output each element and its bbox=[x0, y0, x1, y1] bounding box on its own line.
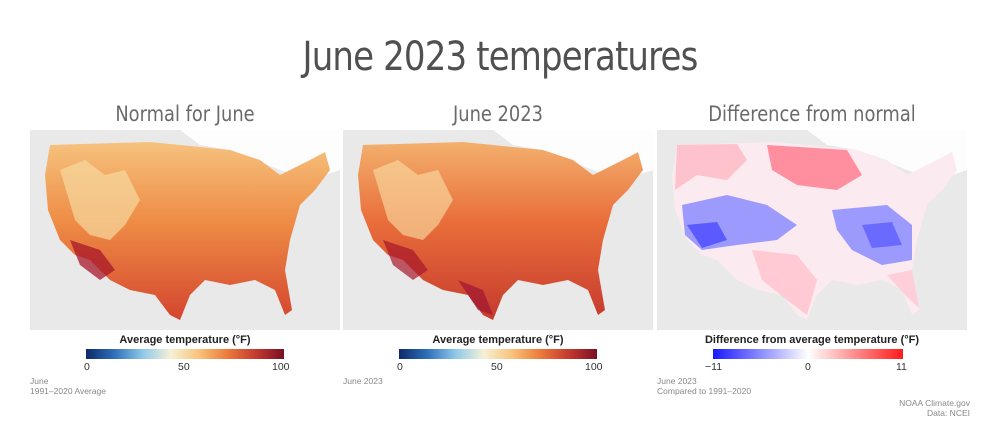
colorbar-difference bbox=[713, 349, 903, 359]
main-title: June 2023 temperatures bbox=[302, 34, 699, 80]
tick-june-2023-min: 0 bbox=[397, 361, 403, 373]
credit-source: NOAA Climate.gov bbox=[899, 398, 970, 408]
legend-title-june-2023: Average temperature (°F) bbox=[432, 334, 564, 346]
colorbar-june-2023 bbox=[399, 349, 597, 359]
note-june-2023-line1: June 2023 bbox=[343, 376, 383, 386]
tick-normal-mid: 50 bbox=[178, 361, 190, 373]
legend-title-normal: Average temperature (°F) bbox=[119, 334, 251, 346]
map-june-2023-svg bbox=[343, 130, 653, 330]
tick-difference-mid: 0 bbox=[805, 361, 811, 373]
map-normal-june-svg bbox=[30, 130, 340, 330]
map-difference-svg bbox=[657, 130, 967, 330]
panel-title-june-2023: June 2023 bbox=[453, 102, 543, 126]
legend-title-difference: Difference from average temperature (°F) bbox=[704, 334, 920, 346]
note-normal-line1: June bbox=[30, 376, 49, 386]
panel-title-normal: Normal for June bbox=[115, 102, 255, 126]
credit-data: Data: NCEI bbox=[927, 408, 970, 418]
map-difference bbox=[657, 130, 967, 330]
note-normal-line2: 1991–2020 Average bbox=[30, 386, 106, 396]
tick-difference-max: 11 bbox=[896, 361, 907, 373]
tick-normal-min: 0 bbox=[84, 361, 90, 373]
tick-june-2023-mid: 50 bbox=[491, 361, 503, 373]
tick-june-2023-max: 100 bbox=[585, 361, 603, 373]
colorbar-normal bbox=[86, 349, 284, 359]
note-difference-line1: June 2023 bbox=[657, 376, 697, 386]
map-normal-june bbox=[30, 130, 340, 330]
tick-difference-min: −11 bbox=[705, 361, 723, 373]
map-june-2023 bbox=[343, 130, 653, 330]
tick-normal-max: 100 bbox=[272, 361, 290, 373]
panel-title-difference: Difference from normal bbox=[708, 102, 916, 126]
note-difference-line2: Compared to 1991–2020 bbox=[657, 386, 752, 396]
